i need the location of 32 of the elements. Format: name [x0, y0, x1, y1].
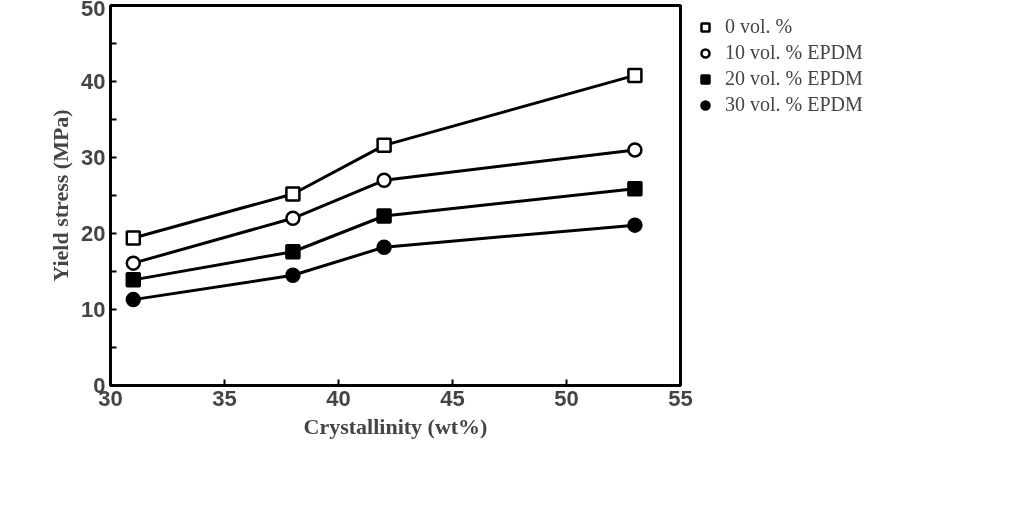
- point: [125, 255, 142, 271]
- y-tick-label: 20: [81, 221, 106, 246]
- y-tick-label: 50: [81, 0, 106, 21]
- point: [285, 186, 301, 202]
- point: [376, 239, 392, 255]
- legend-label: 30 vol. % EPDM: [725, 93, 863, 116]
- point: [627, 217, 643, 233]
- x-tick-label: 40: [326, 385, 351, 411]
- point: [125, 230, 142, 246]
- point: [285, 210, 301, 227]
- point: [125, 291, 142, 308]
- x-tick-label: 55: [668, 385, 693, 411]
- y-axis-title: Yield stress (MPa): [48, 109, 74, 282]
- point: [285, 243, 301, 260]
- y-tick-label: 30: [81, 145, 106, 170]
- point: [627, 142, 643, 158]
- point: [125, 272, 142, 288]
- point: [376, 172, 392, 189]
- x-tick-label: 35: [212, 385, 237, 411]
- legend-label: 0 vol. %: [725, 15, 794, 38]
- x-tick-label: 50: [554, 385, 579, 411]
- point: [285, 267, 301, 284]
- x-axis-title: Crystallinity (wt%): [303, 413, 488, 439]
- y-tick-label: 40: [81, 69, 106, 94]
- point: [627, 180, 643, 197]
- y-tick-label: 10: [81, 297, 106, 322]
- legend-label: 20 vol. % EPDM: [725, 67, 863, 90]
- point: [627, 67, 643, 84]
- x-tick-label: 45: [440, 385, 465, 411]
- point: [376, 208, 392, 224]
- point: [376, 137, 392, 154]
- legend-label: 10 vol. % EPDM: [725, 41, 863, 64]
